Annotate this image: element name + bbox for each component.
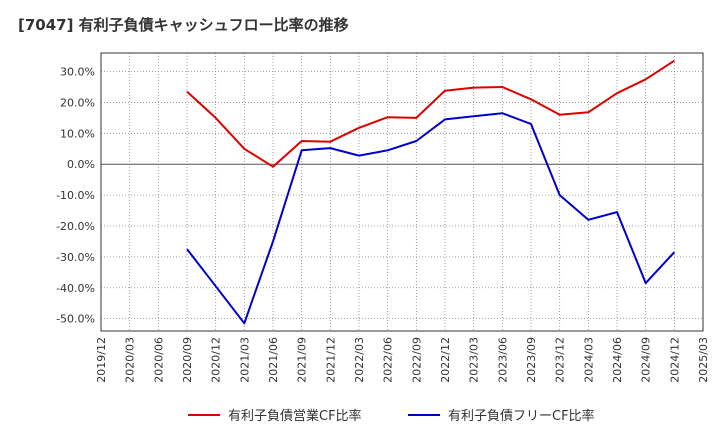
- x-tick-label: 2020/06: [152, 337, 165, 383]
- y-tick-label: 10.0%: [60, 127, 95, 140]
- x-tick-label: 2023/09: [525, 337, 538, 383]
- x-tick-label: 2023/06: [496, 337, 509, 383]
- x-tick-label: 2021/03: [238, 337, 251, 383]
- y-tick-label: -50.0%: [56, 313, 95, 326]
- y-tick-label: -20.0%: [56, 220, 95, 233]
- legend-label-1: 有利子負債営業CF比率: [228, 408, 362, 424]
- x-tick-label: 2022/03: [353, 337, 366, 383]
- y-tick-label: 20.0%: [60, 96, 95, 109]
- x-tick-label: 2021/09: [296, 337, 309, 383]
- series-line-2: [186, 112, 676, 325]
- x-tick-label: 2019/12: [95, 337, 108, 383]
- y-tick-label: 30.0%: [60, 66, 95, 79]
- x-tick-label: 2024/12: [668, 337, 681, 383]
- series-lines: [186, 59, 676, 325]
- x-tick-label: 2022/09: [410, 337, 423, 383]
- x-tick-label: 2025/03: [697, 337, 710, 383]
- plot-border: [100, 52, 704, 332]
- x-tick-label: 2022/06: [382, 337, 395, 383]
- y-tick-label: -40.0%: [56, 282, 95, 295]
- y-tick-label: -30.0%: [56, 251, 95, 264]
- x-tick-label: 2024/09: [640, 337, 653, 383]
- legend-label-2: 有利子負債フリーCF比率: [448, 408, 595, 424]
- x-tick-label: 2022/12: [439, 337, 452, 383]
- chart-title: [7047] 有利子負債キャッシュフロー比率の推移: [18, 16, 349, 34]
- x-tick-label: 2023/03: [468, 337, 481, 383]
- x-tick-label: 2020/03: [124, 337, 137, 383]
- x-tick-label: 2020/12: [210, 337, 223, 383]
- legend: 有利子負債営業CF比率 有利子負債フリーCF比率: [188, 408, 595, 424]
- y-axis-ticks: 30.0% 20.0% 10.0% 0.0% -10.0% -20.0% -30.0% -40…: [56, 66, 95, 326]
- x-tick-label: 2020/09: [181, 337, 194, 383]
- y-tick-label: 0.0%: [67, 158, 95, 171]
- x-tick-label: 2024/06: [611, 337, 624, 383]
- x-tick-label: 2024/03: [582, 337, 595, 383]
- x-tick-label: 2021/06: [267, 337, 280, 383]
- x-tick-label: 2021/12: [324, 337, 337, 383]
- x-axis-ticks: 2019/12 2020/03 2020/06 2020/09 2020/12 2021/…: [95, 337, 710, 383]
- y-tick-label: -10.0%: [56, 189, 95, 202]
- x-tick-label: 2023/12: [554, 337, 567, 383]
- series-line-1: [186, 59, 675, 168]
